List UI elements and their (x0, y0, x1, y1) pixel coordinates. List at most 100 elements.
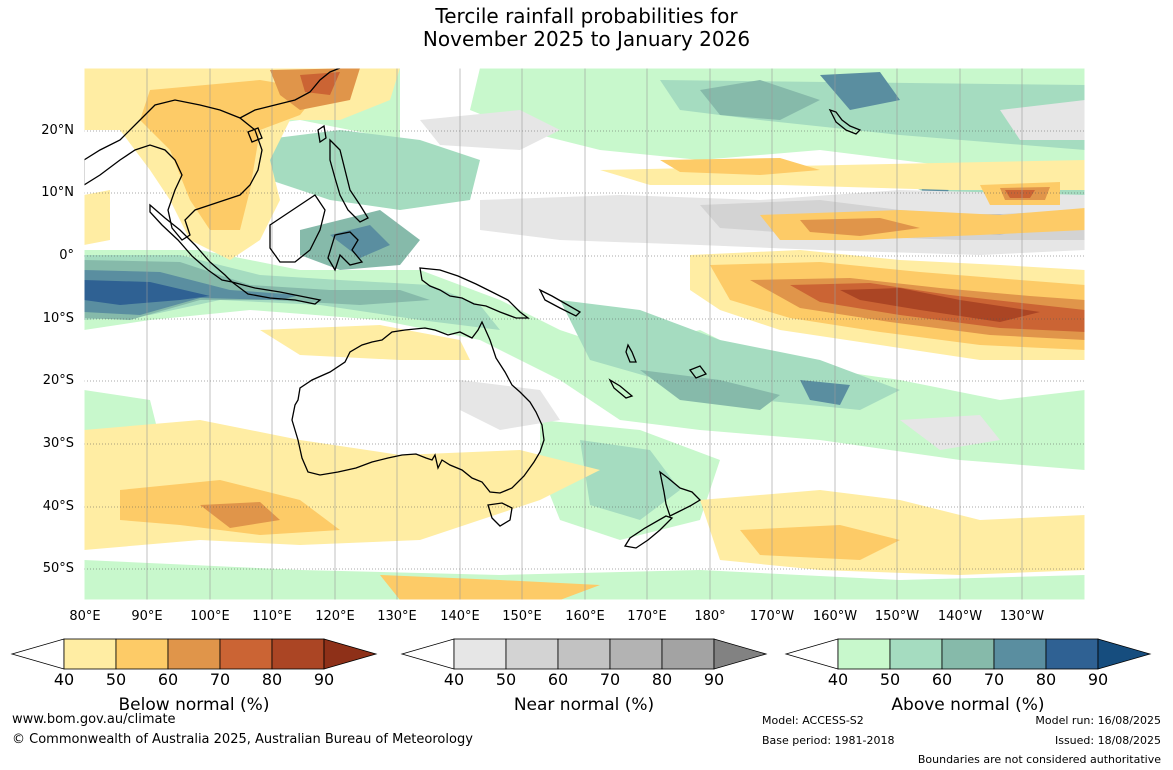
coastlines (84, 68, 862, 549)
lon-label-160e: 160°E (565, 609, 605, 624)
fiji-coast (688, 365, 708, 379)
footer-boundaries: Boundaries are not considered authoritat… (917, 753, 1161, 766)
colorbar-near-upper-extension (713, 638, 768, 670)
se-asia-coast (84, 99, 263, 241)
new-caledonia-coast (608, 378, 634, 399)
colorbar-below-title: Below normal (%) (118, 695, 270, 715)
colorbar-below-tick: 70 (209, 670, 231, 689)
java-coast (231, 281, 322, 305)
colorbar-below-tick: 60 (157, 670, 179, 689)
lon-label-150e: 150°E (502, 609, 542, 624)
footer-model: Model: ACCESS-S2 (762, 714, 864, 727)
colorbar-above-tick: 70 (983, 670, 1005, 689)
australia-coast (291, 320, 545, 494)
colorbar-above-tick: 50 (879, 670, 901, 689)
lon-label-120e: 120°E (315, 609, 355, 624)
colorbar-below-lower-extension (10, 638, 65, 670)
colorbar-below-swatch-5 (271, 638, 325, 670)
solomons-coast (538, 288, 582, 317)
colorbar-above-swatch-4 (993, 638, 1047, 670)
hainan-coast (247, 127, 263, 143)
lat-label-20n: 20°N (41, 123, 74, 138)
nz-north-coast (659, 470, 702, 517)
china-coast (239, 68, 341, 119)
sumatra-coast (149, 203, 234, 284)
colorbar-below-tick: 80 (261, 670, 283, 689)
new-guinea-coast (419, 267, 530, 319)
lon-label-170w: 170°W (749, 609, 795, 624)
lat-label-equator: 0° (59, 248, 74, 263)
lon-label-140w: 140°W (937, 609, 983, 624)
lon-label-80e: 80°E (69, 609, 101, 624)
sulawesi-coast (327, 231, 364, 272)
vanuatu-coast (625, 343, 637, 363)
colorbar-near-swatch-1 (453, 638, 507, 670)
colorbar-near-tick: 80 (651, 670, 673, 689)
colorbar-below-swatch-4 (219, 638, 273, 670)
colorbar-near-tick: 40 (443, 670, 465, 689)
footer-copyright: © Commonwealth of Australia 2025, Austra… (12, 732, 473, 747)
tasmania-coast (487, 502, 513, 527)
nz-south-coast (623, 515, 674, 549)
colorbar-above-title: Above normal (%) (891, 695, 1045, 715)
colorbar-above-tick: 80 (1035, 670, 1057, 689)
colorbar-near-swatch-3 (557, 638, 611, 670)
colorbar-above-tick: 60 (931, 670, 953, 689)
lon-label-170e: 170°E (627, 609, 667, 624)
taiwan-coast (317, 124, 327, 144)
colorbar-above-normal (784, 638, 1152, 670)
lat-label-40s: 40°S (42, 499, 74, 514)
lon-label-150w: 150°W (874, 609, 920, 624)
colorbar-above-tick: 40 (827, 670, 849, 689)
philippines-coast (329, 138, 369, 223)
colorbar-below-normal (10, 638, 378, 670)
colorbar-near-swatch-5 (661, 638, 715, 670)
lat-label-20s: 20°S (42, 373, 74, 388)
lon-label-90e: 90°E (131, 609, 163, 624)
lon-label-130w: 130°W (999, 609, 1045, 624)
probability-shading (84, 68, 1085, 600)
colorbar-below-swatch-2 (115, 638, 169, 670)
colorbar-below-swatch-1 (63, 638, 117, 670)
colorbar-near-lower-extension (400, 638, 455, 670)
colorbar-near-tick: 50 (495, 670, 517, 689)
lat-label-10s: 10°S (42, 311, 74, 326)
colorbar-above-lower-extension (784, 638, 839, 670)
lon-label-140e: 140°E (440, 609, 480, 624)
above-normal-areas (84, 68, 1085, 600)
colorbar-above-tick: 90 (1087, 670, 1109, 689)
colorbar-below-tick: 40 (53, 670, 75, 689)
below-normal-areas (84, 68, 1085, 600)
colorbar-above-swatch-3 (941, 638, 995, 670)
lat-label-50s: 50°S (42, 561, 74, 576)
lat-label-30s: 30°S (42, 436, 74, 451)
hawaii-coast (828, 108, 862, 135)
colorbar-near-swatch-2 (505, 638, 559, 670)
lon-label-180: 180° (694, 609, 726, 624)
footer-issued: Issued: 18/08/2025 (1054, 734, 1161, 747)
colorbar-below-upper-extension (323, 638, 378, 670)
meridians (146, 68, 1023, 600)
colorbar-below-swatch-3 (167, 638, 221, 670)
colorbar-near-normal (400, 638, 768, 670)
colorbar-near-tick: 60 (547, 670, 569, 689)
colorbar-near-swatch-4 (609, 638, 663, 670)
lon-label-130e: 130°E (377, 609, 417, 624)
footer-base-period: Base period: 1981-2018 (762, 734, 895, 747)
colorbar-near-tick: 70 (599, 670, 621, 689)
footer-url: www.bom.gov.au/climate (12, 712, 176, 727)
lon-label-100e: 100°E (190, 609, 230, 624)
map-frame (83, 67, 1086, 601)
lon-label-160w: 160°W (812, 609, 858, 624)
colorbar-above-swatch-2 (889, 638, 943, 670)
colorbar-near-title: Near normal (%) (513, 695, 655, 715)
map-title-line2: November 2025 to January 2026 (422, 27, 751, 51)
colorbar-below-tick: 90 (313, 670, 335, 689)
colorbar-above-swatch-5 (1045, 638, 1099, 670)
footer-model-run: Model run: 16/08/2025 (1035, 714, 1161, 727)
colorbar-near-tick: 90 (703, 670, 725, 689)
graticule (84, 130, 1085, 570)
colorbar-below-tick: 50 (105, 670, 127, 689)
borneo-coast (269, 194, 326, 263)
